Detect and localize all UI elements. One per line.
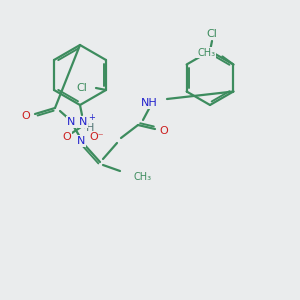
Text: N: N bbox=[79, 117, 87, 127]
Text: O: O bbox=[160, 126, 168, 136]
Text: O: O bbox=[22, 111, 30, 121]
Text: O⁻: O⁻ bbox=[90, 132, 104, 142]
Text: NH: NH bbox=[141, 98, 158, 108]
Text: O: O bbox=[63, 132, 71, 142]
Text: Cl: Cl bbox=[76, 83, 87, 93]
Text: CH₃: CH₃ bbox=[133, 172, 151, 182]
Text: +: + bbox=[88, 112, 95, 122]
Text: N: N bbox=[77, 136, 85, 146]
Text: N: N bbox=[67, 117, 75, 127]
Text: H: H bbox=[86, 123, 94, 133]
Text: CH₃: CH₃ bbox=[197, 47, 215, 58]
Text: Cl: Cl bbox=[207, 29, 218, 39]
